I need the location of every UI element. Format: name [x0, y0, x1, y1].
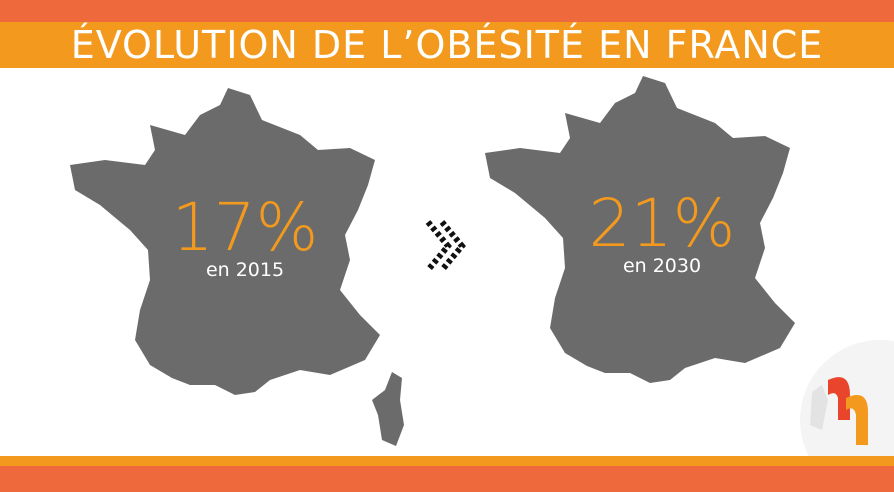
caption-2030: en 2030: [623, 255, 701, 277]
title: ÉVOLUTION DE L’OBÉSITÉ EN FRANCE: [71, 23, 824, 67]
value-2030: 21%: [589, 185, 736, 262]
top-band: [0, 0, 894, 22]
bottom-line: [0, 456, 894, 466]
title-band: [0, 22, 894, 68]
logo: [810, 377, 868, 445]
arrow-chevrons: [425, 220, 466, 272]
bottom-band: [0, 466, 894, 492]
caption-2015: en 2015: [206, 259, 284, 281]
value-2015: 17%: [172, 189, 319, 266]
